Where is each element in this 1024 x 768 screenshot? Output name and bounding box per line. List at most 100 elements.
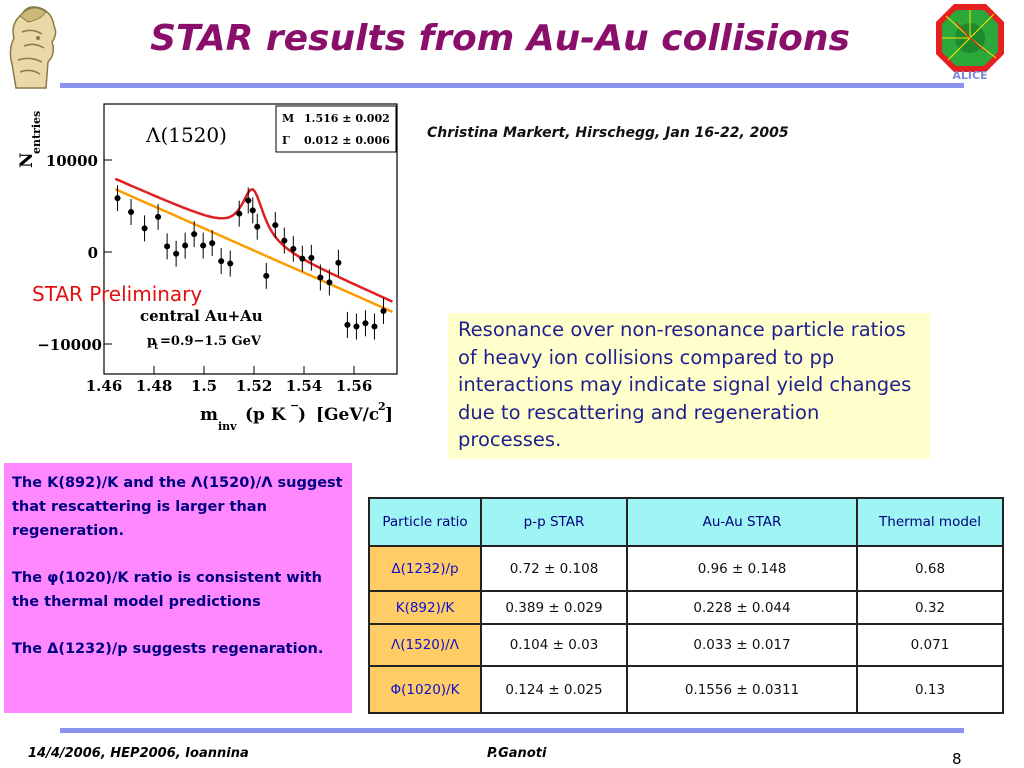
- plot-data-layer: [114, 177, 393, 340]
- background-fit-line: [114, 187, 393, 314]
- particle-ratio-table: Particle ratio p-p STAR Au-Au STAR Therm…: [368, 497, 1004, 714]
- x-axis-label: m: [200, 405, 218, 425]
- alice-logo-text: ALICE: [952, 69, 987, 82]
- data-point: [308, 254, 315, 261]
- y-tick-label: 0: [88, 244, 98, 262]
- x-axis-label-particles: (p K: [245, 405, 287, 425]
- y-tick-label: −10000: [37, 336, 102, 354]
- table-row: K(892)/K 0.389 ± 0.029 0.228 ± 0.044 0.3…: [368, 590, 1004, 625]
- cell-pp: 0.72 ± 0.108: [480, 545, 628, 592]
- pt-range-label: =0.9−1.5 GeV: [160, 334, 262, 349]
- page-number: 8: [952, 750, 962, 768]
- data-point: [209, 240, 216, 247]
- data-point: [344, 321, 351, 328]
- conclusion-item: The Δ(1232)/p suggests regenaration.: [12, 641, 324, 657]
- data-point: [173, 250, 180, 257]
- data-point: [191, 231, 198, 238]
- table-row: Λ(1520)/Λ 0.104 ± 0.03 0.033 ± 0.017 0.0…: [368, 623, 1004, 667]
- data-point: [362, 320, 369, 327]
- footer-event: 14/4/2006, HEP2006, Ioannina: [28, 746, 249, 761]
- data-point: [254, 223, 261, 230]
- fit-stats-box: [275, 105, 397, 153]
- header-auau-star: Au-Au STAR: [626, 497, 858, 547]
- footer-divider: [60, 728, 964, 733]
- header-thermal-model: Thermal model: [856, 497, 1004, 547]
- pt-range-t: t: [154, 342, 159, 352]
- data-point: [353, 323, 360, 330]
- data-point: [263, 272, 270, 279]
- data-point: [236, 210, 243, 217]
- row-label: Λ(1520)/Λ: [368, 623, 482, 667]
- conclusion-item: The φ(1020)/K ratio is consistent with t…: [12, 570, 322, 610]
- y-tick-label: 10000: [46, 152, 98, 170]
- cell-auau: 0.96 ± 0.148: [626, 545, 858, 592]
- table-row: Φ(1020)/K 0.124 ± 0.025 0.1556 ± 0.0311 …: [368, 665, 1004, 714]
- resonance-note: Resonance over non-resonance particle ra…: [448, 313, 930, 459]
- x-axis-units: [GeV/c: [316, 405, 379, 425]
- x-axis-label-sub: inv: [218, 420, 237, 433]
- x-axis-units-sq: 2: [378, 400, 386, 413]
- data-point: [141, 225, 148, 232]
- cell-thermal: 0.68: [856, 545, 1004, 592]
- data-point: [227, 260, 234, 267]
- conclusion-item: The K(892)/K and the Λ(1520)/Λ suggest t…: [12, 475, 343, 539]
- x-axis-units-bracket: ]: [385, 405, 393, 425]
- data-point: [326, 279, 333, 286]
- x-axis-label-minus: −: [290, 399, 299, 412]
- athena-logo-icon: [9, 6, 57, 89]
- data-point: [114, 195, 121, 202]
- table-row: Δ(1232)/p 0.72 ± 0.108 0.96 ± 0.148 0.68: [368, 545, 1004, 592]
- data-point: [155, 213, 162, 220]
- star-preliminary-watermark: STAR Preliminary: [32, 282, 202, 306]
- x-tick-label: 1.46: [86, 377, 123, 395]
- credit-citation: Christina Markert, Hirschegg, Jan 16-22,…: [427, 125, 789, 141]
- data-point: [371, 323, 378, 330]
- fit-width-label: Γ: [282, 134, 290, 147]
- data-point: [335, 259, 342, 266]
- data-point: [299, 255, 306, 262]
- y-axis-label-sub: entries: [30, 111, 43, 154]
- data-point: [272, 222, 279, 229]
- x-axis-label-close: ): [298, 405, 306, 425]
- header-particle-ratio: Particle ratio: [368, 497, 482, 547]
- footer-author: P.Ganoti: [487, 746, 547, 761]
- dataset-label: central Au+Au: [140, 307, 263, 325]
- header-divider: [60, 83, 964, 88]
- data-point: [128, 209, 135, 215]
- cell-thermal: 0.13: [856, 665, 1004, 714]
- cell-thermal: 0.071: [856, 623, 1004, 667]
- x-tick-label: 1.56: [336, 377, 373, 395]
- invariant-mass-plot: 10000 0 −10000 1.46 1.48 1.5 1.52 1.54 1…: [17, 103, 398, 433]
- data-point: [164, 243, 171, 250]
- data-point: [249, 207, 256, 214]
- pt-range-p: p: [147, 334, 156, 349]
- data-point: [245, 197, 252, 204]
- cell-auau: 0.033 ± 0.017: [626, 623, 858, 667]
- fit-mass-value: 1.516 ± 0.002: [304, 112, 390, 125]
- data-point: [200, 242, 207, 249]
- conclusions-box: The K(892)/K and the Λ(1520)/Λ suggest t…: [4, 463, 352, 713]
- x-tick-label: 1.52: [236, 377, 273, 395]
- cell-pp: 0.389 ± 0.029: [480, 590, 628, 625]
- fit-mass-label: M: [282, 112, 294, 125]
- x-tick-label: 1.48: [136, 377, 173, 395]
- y-axis-label: N: [17, 152, 37, 168]
- data-point: [281, 237, 288, 244]
- data-point: [317, 274, 324, 281]
- cell-pp: 0.104 ± 0.03: [480, 623, 628, 667]
- alice-logo-icon: ALICE: [936, 4, 1004, 82]
- signal-fit-curve: [114, 177, 393, 303]
- row-label: K(892)/K: [368, 590, 482, 625]
- particle-label: Λ(1520): [145, 123, 227, 147]
- cell-pp: 0.124 ± 0.025: [480, 665, 628, 714]
- cell-auau: 0.228 ± 0.044: [626, 590, 858, 625]
- data-point: [182, 242, 189, 249]
- cell-auau: 0.1556 ± 0.0311: [626, 665, 858, 714]
- x-tick-label: 1.5: [191, 377, 217, 395]
- data-point: [380, 308, 387, 314]
- table-header-row: Particle ratio p-p STAR Au-Au STAR Therm…: [368, 497, 1004, 547]
- row-label: Φ(1020)/K: [368, 665, 482, 714]
- fit-width-value: 0.012 ± 0.006: [304, 134, 390, 147]
- row-label: Δ(1232)/p: [368, 545, 482, 592]
- x-tick-label: 1.54: [286, 377, 323, 395]
